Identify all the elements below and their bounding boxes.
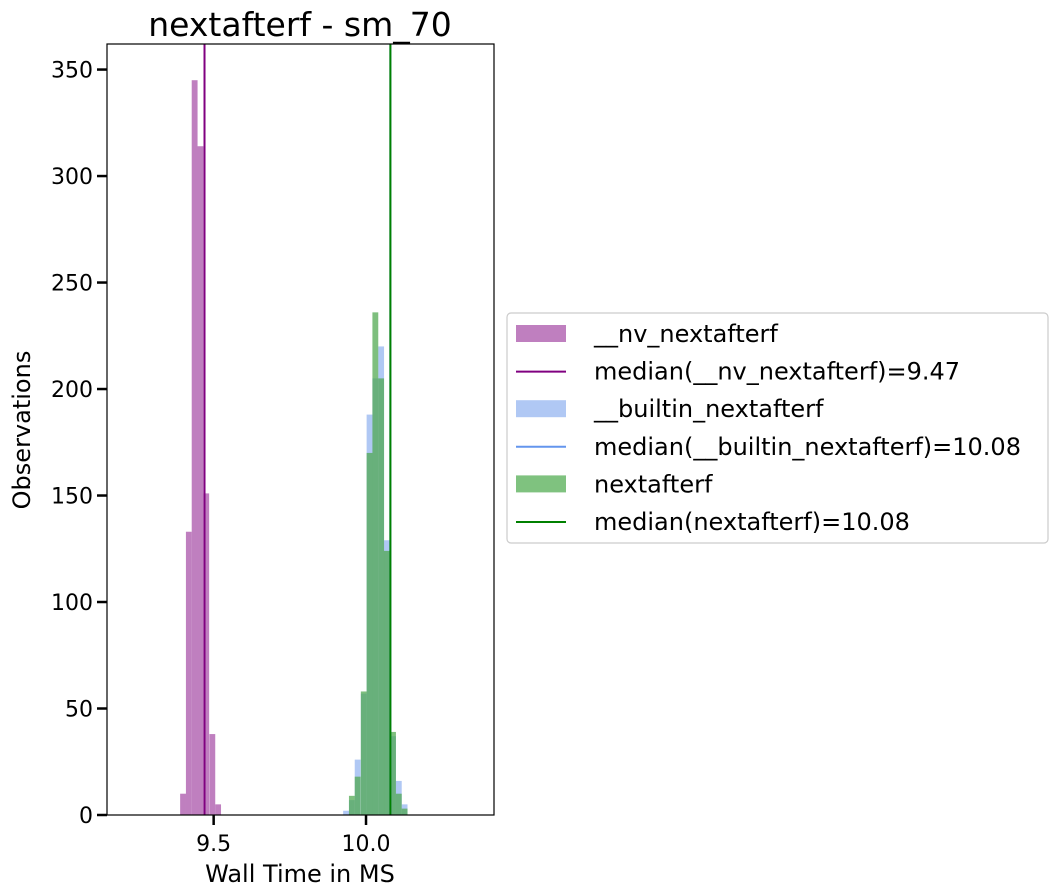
histogram-bar	[372, 312, 379, 815]
legend-swatch	[516, 400, 566, 418]
y-tick-label: 250	[51, 272, 93, 297]
y-axis-ticks: 0 50 100 150 200 250 300 350	[51, 59, 107, 829]
x-axis-ticks: 9.5 10.0	[196, 815, 391, 857]
histogram-bar	[197, 146, 204, 815]
histogram-bar	[215, 804, 222, 815]
histogram-bar	[209, 734, 216, 815]
y-tick-label: 0	[79, 804, 93, 829]
x-tick-label: 10.0	[342, 832, 391, 857]
legend-label: median(nextafterf)=10.08	[594, 508, 910, 536]
histogram-bar	[354, 776, 361, 815]
y-tick-label: 150	[51, 485, 93, 510]
y-tick-label: 50	[65, 698, 93, 723]
legend-label: __nv_nextafterf	[593, 320, 778, 348]
x-tick-label: 9.5	[196, 832, 231, 857]
histogram-bar	[203, 493, 210, 815]
plot-frame	[106, 43, 495, 816]
histogram-bar	[390, 731, 396, 815]
legend-label: __builtin_nextafterf	[593, 395, 824, 423]
histogram-bar	[343, 810, 350, 815]
histogram-bar	[360, 691, 367, 815]
histogram-bar	[401, 808, 408, 815]
histogram-bar	[180, 793, 186, 815]
y-axis-label: Observations	[8, 351, 36, 510]
legend-swatch	[516, 475, 566, 493]
legend-swatch	[516, 325, 566, 342]
series-nextafterf-bars	[348, 312, 408, 815]
bars-layer	[180, 80, 408, 816]
y-tick-label: 350	[51, 59, 93, 84]
legend-frame	[506, 312, 1049, 544]
histogram-bar	[383, 550, 390, 815]
histogram-bar	[348, 795, 355, 815]
histogram-bar	[191, 80, 198, 816]
legend-items: __nv_nextafterf median(__nv_nextafterf)=9…	[516, 320, 1021, 536]
legend-label: median(__nv_nextafterf)=9.47	[594, 358, 960, 386]
histogram-bar	[378, 378, 385, 815]
histogram-bar	[185, 531, 192, 815]
series-nvnextafterf-bars	[180, 80, 222, 816]
y-tick-label: 300	[51, 165, 93, 190]
median-lines-layer	[203, 44, 392, 815]
legend: __nv_nextafterf median(__nv_nextafterf)=9…	[506, 312, 1049, 544]
histogram-bar	[366, 452, 373, 815]
legend-label: median(__builtin_nextafterf)=10.08	[594, 433, 1021, 461]
x-axis-label: Wall Time in MS	[205, 860, 395, 888]
y-tick-label: 200	[51, 378, 93, 403]
histogram-bar	[395, 793, 402, 815]
chart-title: nextafterf - sm_70	[148, 5, 452, 44]
legend-label: nextafterf	[594, 470, 713, 498]
y-tick-label: 100	[51, 591, 93, 616]
